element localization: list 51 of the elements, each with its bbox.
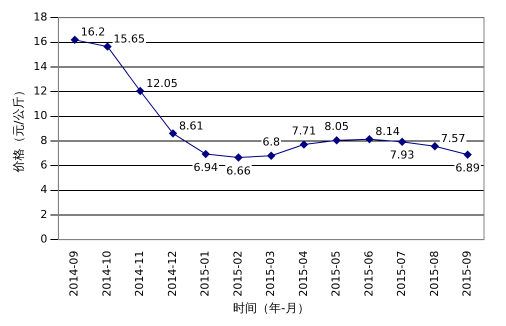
- point: [398, 138, 406, 146]
- data-label: 8.61: [178, 119, 204, 132]
- data-label: 16.2: [80, 26, 106, 39]
- y-tick-label: 14: [33, 60, 48, 73]
- x-tick-label: 2014-10: [100, 250, 114, 297]
- y-tick-label: 0: [40, 232, 48, 246]
- data-label: 6.94: [193, 160, 218, 174]
- x-tick-label: 2014-11: [133, 250, 146, 297]
- data-label: 15.65: [114, 32, 146, 46]
- point: [234, 153, 242, 162]
- x-tick-label: 2015-02: [231, 250, 244, 297]
- data-label: 7.71: [292, 124, 316, 138]
- y-tick-label: 4: [40, 183, 48, 196]
- data-label: 7.57: [440, 132, 466, 146]
- y-tick-label: 18: [33, 10, 48, 24]
- x-tick-label: 2015-03: [264, 250, 278, 297]
- x-tick-label: 2015-01: [198, 250, 212, 297]
- y-tick-label: 16: [33, 35, 48, 48]
- y-tick-label: 12: [33, 84, 48, 98]
- data-label: 8.05: [324, 120, 349, 134]
- x-tick-label: 2014-12: [166, 250, 179, 297]
- x-tick-label: 2015-08: [428, 250, 441, 297]
- x-axis-title: 时间（年-月）: [233, 300, 310, 315]
- point: [464, 150, 472, 159]
- data-label: 12.05: [146, 76, 178, 90]
- y-tick-label: 10: [33, 109, 48, 122]
- point: [300, 140, 308, 149]
- x-tick-label: 2015-05: [330, 250, 343, 297]
- data-label: 6.89: [455, 162, 480, 175]
- point: [430, 142, 439, 150]
- point: [70, 36, 79, 44]
- x-tick-label: 2014-09: [68, 250, 81, 297]
- y-tick-label: 2: [40, 208, 48, 221]
- data-label: 7.93: [390, 148, 414, 162]
- point: [104, 42, 112, 51]
- y-tick-label: 6: [40, 158, 48, 172]
- point: [267, 152, 276, 160]
- point: [202, 150, 210, 158]
- x-tick-label: 2015-06: [362, 250, 376, 297]
- y-tick-label: 8: [40, 134, 48, 147]
- point: [365, 135, 374, 144]
- point: [168, 129, 177, 138]
- x-tick-label: 2015-07: [395, 250, 408, 297]
- point: [332, 136, 341, 144]
- data-label: 6.66: [226, 164, 251, 178]
- y-axis-title: 价格（元/公斤）: [11, 84, 26, 174]
- x-tick-label: 2015-04: [296, 250, 310, 297]
- x-tick-label: 2015-09: [460, 250, 474, 297]
- point: [136, 86, 144, 95]
- data-label: 6.8: [262, 136, 280, 149]
- data-label: 8.14: [375, 125, 400, 138]
